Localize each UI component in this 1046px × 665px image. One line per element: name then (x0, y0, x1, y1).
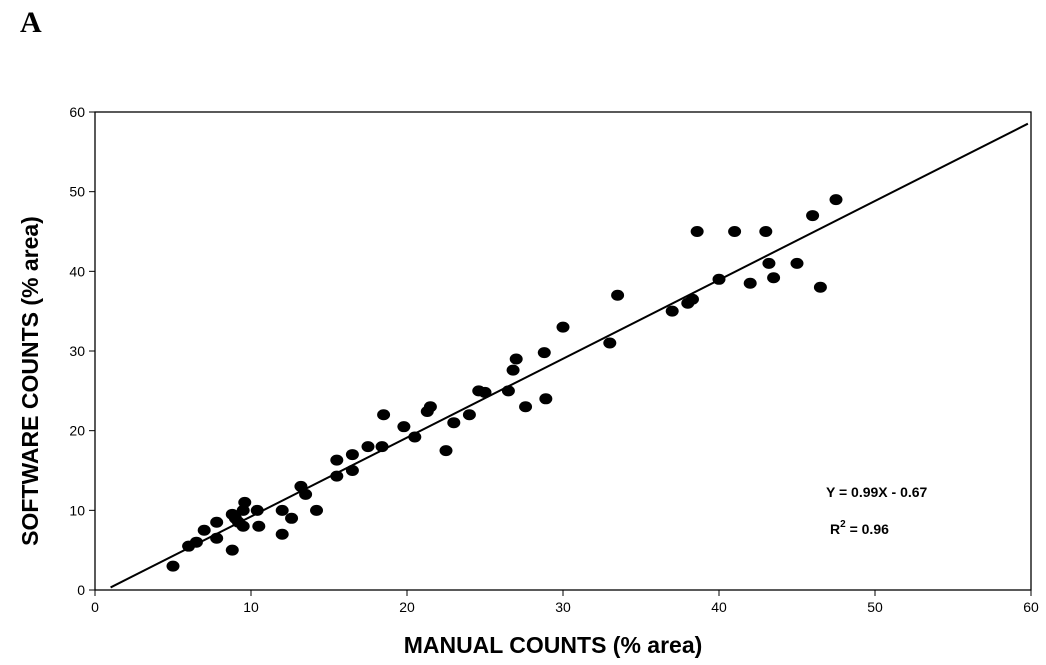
data-point (225, 544, 239, 556)
data-point (275, 528, 289, 540)
y-tick-label: 60 (69, 104, 85, 120)
data-point (690, 226, 704, 237)
r2-base: R (830, 521, 840, 537)
data-point (685, 293, 699, 305)
regression-equation: Y = 0.99X - 0.67 (826, 484, 928, 500)
data-point (345, 465, 359, 476)
data-point (377, 409, 391, 421)
data-point (478, 386, 492, 398)
data-point (813, 281, 827, 293)
data-point (345, 449, 359, 461)
data-point (556, 321, 570, 333)
data-point (423, 401, 437, 413)
data-point (275, 504, 289, 516)
data-point (506, 364, 520, 376)
y-tick-label: 40 (69, 263, 85, 279)
data-point (829, 194, 843, 206)
data-point (712, 273, 726, 285)
data-point (539, 393, 553, 405)
data-point (767, 272, 781, 284)
y-axis-title: SOFTWARE COUNTS (% area) (17, 216, 43, 546)
y-tick-label: 10 (69, 502, 85, 518)
axis-ticks (89, 111, 1032, 596)
plot-frame (94, 111, 1032, 591)
data-point (501, 385, 515, 397)
data-point (537, 347, 551, 359)
x-tick-label: 20 (399, 599, 415, 615)
data-point (603, 337, 617, 349)
tick-labels: 0 10 20 30 40 50 60 0 10 20 30 40 50 60 (69, 104, 1039, 615)
r2-value: = 0.96 (846, 521, 889, 537)
data-point (397, 421, 411, 433)
y-tick-label: 0 (77, 582, 85, 598)
panel-label: A (20, 6, 42, 39)
r2-superscript: 2 (840, 519, 846, 530)
data-point (361, 441, 375, 453)
data-point (447, 417, 461, 429)
data-point (439, 445, 453, 457)
data-point (728, 226, 742, 237)
data-point (330, 454, 344, 466)
y-tick-label: 50 (69, 184, 85, 200)
x-tick-label: 0 (91, 599, 99, 615)
data-point (611, 289, 625, 301)
data-point (743, 277, 757, 289)
data-point (166, 560, 180, 572)
data-point (806, 210, 820, 222)
data-point (310, 504, 324, 516)
x-tick-label: 30 (555, 599, 571, 615)
regression-line (110, 122, 1029, 589)
data-point (790, 257, 804, 269)
data-point (408, 431, 422, 443)
data-point (519, 401, 533, 413)
data-point (189, 536, 203, 548)
x-tick-label: 10 (243, 599, 259, 615)
y-tick-label: 20 (69, 423, 85, 439)
x-axis-title: MANUAL COUNTS (% area) (404, 632, 703, 658)
data-point (375, 441, 389, 453)
data-point (299, 488, 313, 500)
data-points (166, 194, 843, 572)
data-point (197, 524, 211, 536)
data-point (210, 532, 224, 544)
data-point (762, 257, 776, 269)
x-tick-label: 50 (867, 599, 883, 615)
data-point (252, 520, 266, 532)
y-tick-label: 30 (69, 343, 85, 359)
data-point (462, 409, 476, 421)
data-point (210, 516, 224, 528)
x-tick-label: 40 (711, 599, 727, 615)
r-squared-annotation: R2 = 0.96 (830, 519, 889, 537)
data-point (330, 470, 344, 482)
data-point (285, 512, 299, 524)
data-point (665, 305, 679, 317)
data-point (238, 496, 252, 508)
data-point (509, 353, 523, 365)
data-point (236, 520, 250, 532)
x-tick-label: 60 (1023, 599, 1039, 615)
data-point (250, 504, 264, 516)
data-point (759, 226, 773, 237)
